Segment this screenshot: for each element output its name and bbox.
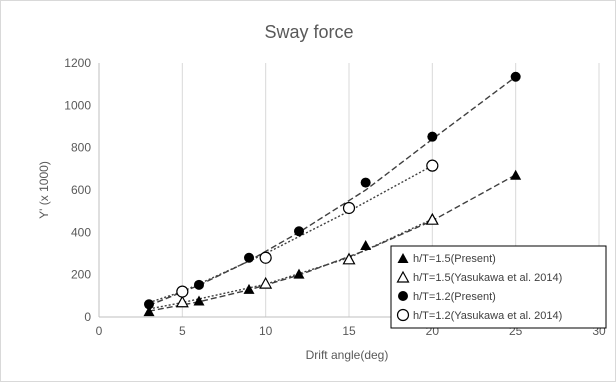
legend-entry: h/T=1.2(Present) <box>413 291 496 303</box>
data-point <box>194 279 204 290</box>
legend-marker <box>396 308 410 322</box>
data-points <box>143 71 522 317</box>
data-point <box>342 201 356 215</box>
data-point <box>294 226 304 237</box>
y-tick-label: 1000 <box>64 98 91 112</box>
legend-marker <box>397 253 409 263</box>
data-point <box>293 268 305 279</box>
y-tick-label: 800 <box>71 141 91 155</box>
legend: h/T=1.5(Present) h/T=1.5(Yasukawa et al. … <box>390 245 607 329</box>
chart-title: Sway force <box>264 22 353 42</box>
gridlines <box>181 63 600 317</box>
x-tick-label: 0 <box>96 324 103 338</box>
x-tick-label: 10 <box>259 324 273 338</box>
data-point <box>427 131 438 142</box>
data-point <box>144 299 154 310</box>
data-point <box>244 252 254 263</box>
data-point <box>360 177 371 188</box>
data-point <box>259 251 272 264</box>
x-tick-label: 5 <box>179 324 186 338</box>
legend-box <box>390 245 607 329</box>
data-point <box>243 283 255 294</box>
legend-entry: h/T=1.5(Yasukawa et al. 2014) <box>413 272 562 284</box>
data-point <box>360 240 372 251</box>
data-point <box>425 212 439 225</box>
data-point <box>259 276 273 289</box>
y-axis-label: Y' (x 1000) <box>37 161 51 219</box>
data-point <box>143 306 155 317</box>
legend-marker <box>398 291 408 301</box>
y-tick-label: 1200 <box>64 56 91 70</box>
y-tick-label: 600 <box>71 183 91 197</box>
y-tick-label: 400 <box>71 225 91 239</box>
trendline <box>148 165 433 304</box>
y-tick-label: 0 <box>84 310 91 324</box>
x-tick-label: 15 <box>342 324 356 338</box>
legend-entry: h/T=1.5(Present) <box>413 253 496 265</box>
data-point <box>510 169 522 180</box>
data-point <box>342 252 356 265</box>
data-point <box>510 71 521 82</box>
data-point <box>175 295 189 308</box>
data-point <box>193 295 205 306</box>
x-axis-label: Drift angle(deg) <box>306 348 389 362</box>
data-point <box>426 159 439 172</box>
trendline <box>148 218 433 310</box>
legend-marker <box>396 270 410 283</box>
y-tick-label: 200 <box>71 268 91 282</box>
data-point <box>176 285 189 298</box>
legend-entry: h/T=1.2(Yasukawa et al. 2014) <box>413 310 562 322</box>
